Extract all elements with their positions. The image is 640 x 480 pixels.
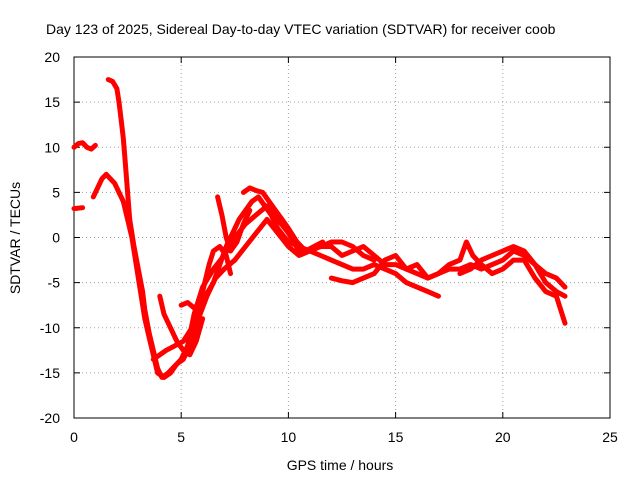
x-tick-label: 10 (281, 429, 297, 445)
y-tick-label: 10 (44, 139, 60, 155)
series-sat-i (240, 185, 326, 254)
x-tick-label: 20 (495, 429, 511, 445)
y-tick-label: 5 (52, 184, 60, 200)
x-tick-label: 5 (177, 429, 185, 445)
series-sat-h (215, 194, 253, 254)
y-tick-label: -15 (40, 365, 60, 381)
y-tick-label: 0 (52, 230, 60, 246)
x-tick-label: 15 (388, 429, 404, 445)
data-series (71, 77, 568, 380)
x-tick-label: 25 (602, 429, 618, 445)
series-sat-j (328, 239, 568, 326)
y-tick-label: -10 (40, 320, 60, 336)
x-axis-label: GPS time / hours (287, 457, 394, 473)
y-tick-labels: 20 15 10 5 0 -5 -10 -15 -20 (40, 49, 60, 426)
y-axis-label: SDTVAR / TECUs (7, 182, 23, 294)
axis-ticks (73, 56, 611, 419)
series-sat-d (105, 77, 441, 380)
series-sat-g (178, 194, 377, 311)
y-tick-label: -5 (48, 275, 61, 291)
y-tick-label: -20 (40, 410, 60, 426)
series-sat-b (71, 140, 98, 152)
series-sat-f (150, 244, 233, 362)
chart-title: Day 123 of 2025, Sidereal Day-to-day VTE… (46, 21, 556, 37)
x-tick-labels: 0 5 10 15 20 25 (70, 429, 618, 445)
y-tick-label: 15 (44, 94, 60, 110)
y-tick-label: 20 (44, 49, 60, 65)
series-sat-a (71, 205, 86, 212)
x-tick-label: 0 (70, 429, 78, 445)
series-sat-k (457, 244, 568, 299)
